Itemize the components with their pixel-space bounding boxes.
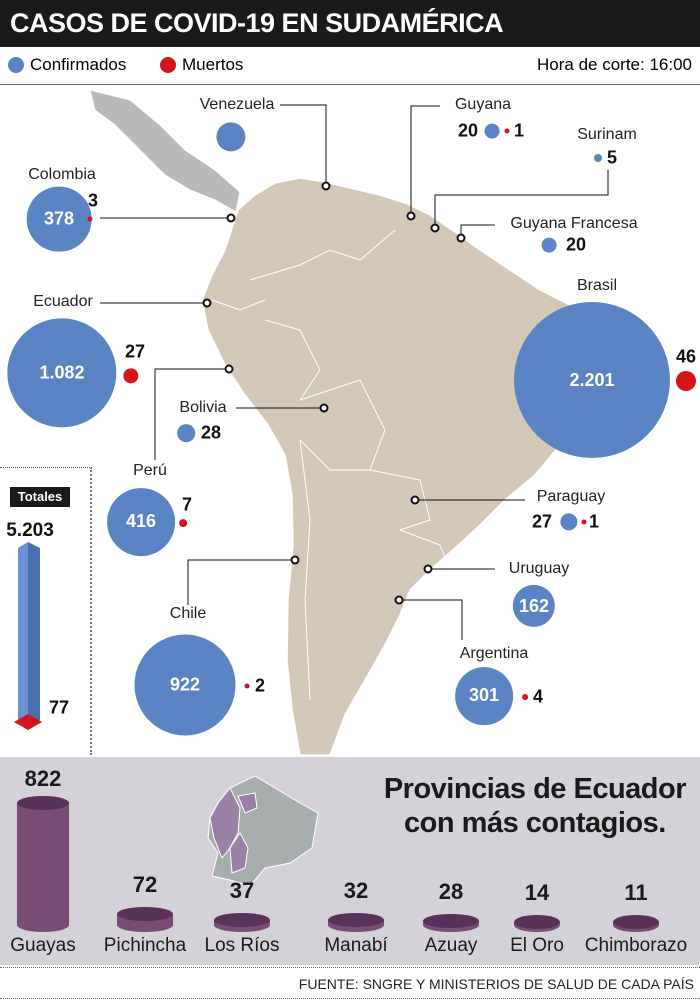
- province-label: Los Ríos: [204, 935, 280, 956]
- provinces-title: Provincias de Ecuador con más contagios.: [383, 772, 687, 840]
- deaths-value-brasil: 46: [675, 346, 697, 367]
- country-label-guyana-francesa: Guyana Francesa: [510, 215, 638, 232]
- country-label-brasil: Brasil: [576, 277, 618, 294]
- source-footer: FUENTE: SNGRE Y MINISTERIOS DE SALUD DE …: [0, 967, 700, 999]
- deaths-value-paraguay: 1: [588, 511, 600, 532]
- deaths-value-peru: 7: [181, 494, 193, 515]
- country-label-colombia: Colombia: [28, 166, 96, 183]
- confirmed-bubble-bolivia: [177, 424, 195, 442]
- province-value: 11: [624, 880, 648, 905]
- ecuador-provinces-map: [207, 775, 319, 887]
- province-bar-0: [17, 796, 69, 932]
- totals-confirmed-value: 5.203: [6, 520, 54, 541]
- deaths-value-colombia: 3: [87, 190, 99, 211]
- country-label-peru: Perú: [133, 462, 167, 479]
- deaths-dot-brasil: [676, 371, 696, 391]
- country-label-uruguay: Uruguay: [508, 560, 570, 577]
- totals-label: Totales: [10, 487, 70, 507]
- country-label-venezuela: Venezuela: [199, 96, 275, 113]
- province-label: Chimborazo: [584, 935, 688, 956]
- totals-panel: [0, 467, 92, 755]
- confirmed-value-surinam: 5: [606, 147, 618, 168]
- confirmed-bubble-guyana: [484, 123, 500, 139]
- province-label: Pichincha: [103, 935, 187, 956]
- country-label-paraguay: Paraguay: [536, 488, 606, 505]
- totals-deaths-bar: [14, 714, 42, 730]
- legend-deaths-label: Muertos: [182, 55, 244, 74]
- country-label-argentina: Argentina: [459, 645, 529, 662]
- confirmed-dot-icon: [8, 57, 24, 73]
- deaths-value-argentina: 4: [532, 686, 544, 707]
- deaths-dot-peru: [179, 519, 187, 527]
- province-label: Azuay: [424, 935, 478, 956]
- legend: Confirmados Muertos Hora de corte: 16:00: [0, 47, 700, 85]
- deaths-dot-argentina: [522, 694, 528, 700]
- legend-deaths: Muertos: [160, 47, 243, 83]
- deaths-dot-ecuador: [123, 368, 139, 384]
- deaths-dot-colombia: [87, 216, 93, 222]
- country-label-guyana: Guyana: [454, 96, 512, 113]
- confirmed-bubble-argentina: 301: [455, 667, 513, 725]
- confirmed-value-paraguay: 27: [531, 511, 553, 532]
- provinces-title-line2: con más contagios.: [404, 807, 666, 839]
- leader-lines: [100, 104, 609, 640]
- confirmed-bubble-guyana-francesa: [541, 237, 557, 253]
- province-value: 28: [438, 878, 464, 904]
- confirmed-bubble-colombia: 378: [26, 186, 92, 252]
- country-label-ecuador: Ecuador: [33, 293, 93, 310]
- deaths-value-guyana: 1: [513, 120, 525, 141]
- province-bar-2: [214, 912, 270, 932]
- south-america-shape: [201, 177, 601, 756]
- province-value: 32: [343, 878, 369, 904]
- country-label-chile: Chile: [169, 605, 207, 622]
- province-value: 14: [524, 880, 550, 905]
- province-bar-1: [117, 907, 173, 932]
- country-label-bolivia: Bolivia: [179, 399, 227, 416]
- cutoff-time: Hora de corte: 16:00: [537, 55, 692, 74]
- province-label: El Oro: [510, 935, 564, 956]
- south-america-map: [89, 89, 609, 756]
- province-value: 72: [132, 872, 158, 898]
- province-value: 822: [24, 766, 62, 791]
- confirmed-value-guyana: 20: [457, 120, 479, 141]
- confirmed-bubble-venezuela: 77: [216, 122, 246, 152]
- central-america-shape: [89, 89, 241, 213]
- province-bar-3: [328, 913, 384, 932]
- deaths-dot-chile: [244, 683, 250, 689]
- deaths-dot-guyana: [504, 128, 510, 134]
- confirmed-bubble-chile: 922: [134, 634, 236, 736]
- province-label: Manabí: [324, 935, 388, 956]
- provinces-title-line1: Provincias de Ecuador: [383, 773, 687, 805]
- confirmed-bubble-surinam: [594, 154, 602, 162]
- confirmed-bubble-peru: 416: [107, 488, 175, 556]
- province-bar-6: [613, 915, 659, 932]
- page-title: CASOS DE COVID-19 EN SUDAMÉRICA: [0, 0, 700, 47]
- confirmed-value-bolivia: 28: [200, 422, 222, 443]
- province-bar-5: [514, 915, 560, 932]
- province-bar-4: [423, 913, 479, 932]
- deaths-dot-icon: [160, 57, 176, 73]
- country-label-surinam: Surinam: [577, 126, 637, 143]
- confirmed-bubble-uruguay: 162: [512, 584, 556, 628]
- confirmed-bubble-paraguay: [560, 513, 578, 531]
- legend-confirmed-label: Confirmados: [30, 55, 127, 74]
- deaths-value-ecuador: 27: [124, 341, 146, 362]
- totals-deaths-value: 77: [48, 697, 70, 718]
- confirmed-value-guyana-francesa: 20: [565, 234, 587, 255]
- deaths-value-chile: 2: [254, 675, 266, 696]
- location-markers: [202, 181, 466, 605]
- confirmed-bubble-brasil: 2.201: [514, 302, 670, 458]
- confirmed-bubble-ecuador: 1.082: [7, 318, 117, 428]
- totals-bar: [14, 542, 42, 730]
- deaths-dot-paraguay: [581, 519, 587, 525]
- province-label: Guayas: [10, 935, 76, 956]
- province-value: 37: [229, 877, 255, 903]
- legend-confirmed: Confirmados: [8, 47, 126, 83]
